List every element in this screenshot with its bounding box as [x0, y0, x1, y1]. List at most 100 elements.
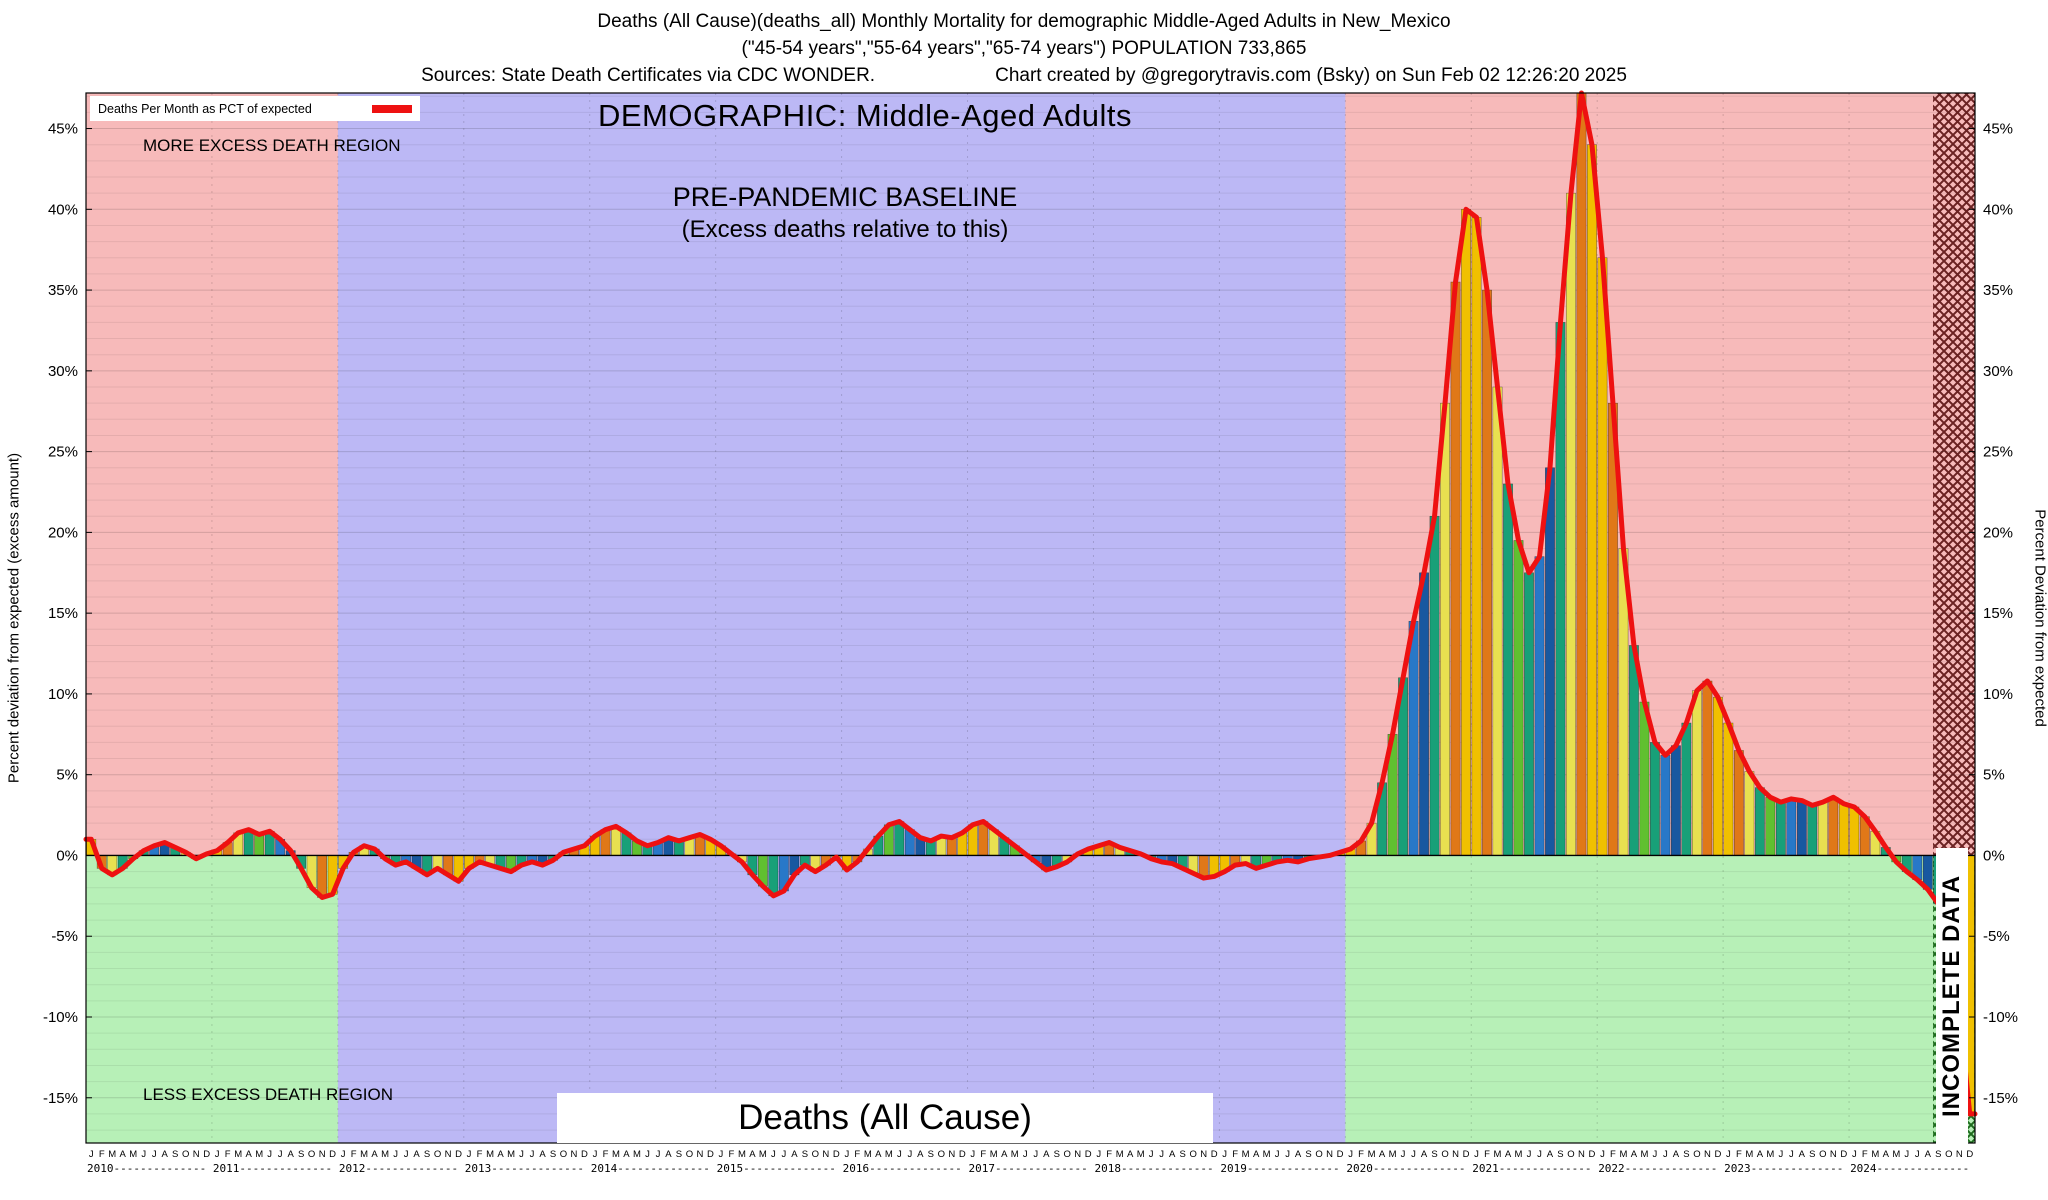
legend-line-swatch: [372, 104, 412, 113]
svg-text:M: M: [381, 1149, 389, 1160]
svg-text:S: S: [1683, 1149, 1689, 1160]
svg-text:M: M: [1745, 1149, 1753, 1160]
svg-text:J: J: [1778, 1149, 1783, 1160]
right-axis-title: Percent Deviation from expected: [2031, 509, 2048, 727]
svg-text:D: D: [707, 1149, 714, 1160]
svg-text:15%: 15%: [48, 605, 78, 622]
svg-text:J: J: [645, 1149, 650, 1160]
svg-text:N: N: [948, 1149, 955, 1160]
svg-text:D: D: [581, 1149, 588, 1160]
svg-text:M: M: [1640, 1149, 1648, 1160]
svg-text:J: J: [152, 1149, 157, 1160]
svg-text:F: F: [1232, 1149, 1238, 1160]
svg-text:30%: 30%: [1983, 363, 2013, 380]
svg-text:2019--------------: 2019--------------: [1220, 1162, 1339, 1175]
svg-text:O: O: [308, 1149, 315, 1160]
svg-text:M: M: [507, 1149, 515, 1160]
svg-text:J: J: [719, 1149, 724, 1160]
svg-text:A: A: [1043, 1149, 1050, 1160]
svg-text:O: O: [1945, 1149, 1952, 1160]
svg-text:2011--------------: 2011--------------: [213, 1162, 332, 1175]
svg-text:D: D: [1589, 1149, 1596, 1160]
svg-text:J: J: [215, 1149, 220, 1160]
svg-text:J: J: [467, 1149, 472, 1160]
svg-text:A: A: [917, 1149, 924, 1160]
svg-text:2020--------------: 2020--------------: [1346, 1162, 1465, 1175]
svg-text:5%: 5%: [1983, 767, 2005, 784]
svg-text:A: A: [162, 1149, 169, 1160]
svg-text:J: J: [1653, 1149, 1658, 1160]
svg-text:M: M: [1242, 1149, 1250, 1160]
svg-text:A: A: [1505, 1149, 1512, 1160]
svg-text:A: A: [245, 1149, 252, 1160]
svg-text:J: J: [530, 1149, 535, 1160]
svg-text:2021--------------: 2021--------------: [1472, 1162, 1591, 1175]
svg-text:F: F: [1862, 1149, 1868, 1160]
svg-text:S: S: [1179, 1149, 1185, 1160]
svg-text:J: J: [1411, 1149, 1416, 1160]
svg-text:M: M: [1892, 1149, 1900, 1160]
svg-text:S: S: [172, 1149, 178, 1160]
svg-text:A: A: [665, 1149, 672, 1160]
svg-text:M: M: [1619, 1149, 1627, 1160]
svg-text:A: A: [1127, 1149, 1134, 1160]
svg-text:M: M: [759, 1149, 767, 1160]
svg-text:2014--------------: 2014--------------: [591, 1162, 710, 1175]
svg-text:J: J: [1537, 1149, 1542, 1160]
svg-text:J: J: [1285, 1149, 1290, 1160]
svg-text:M: M: [360, 1149, 368, 1160]
svg-text:N: N: [1326, 1149, 1333, 1160]
svg-text:F: F: [1484, 1149, 1490, 1160]
svg-text:N: N: [445, 1149, 452, 1160]
svg-text:M: M: [1011, 1149, 1019, 1160]
svg-text:A: A: [1295, 1149, 1302, 1160]
svg-text:M: M: [129, 1149, 137, 1160]
svg-text:O: O: [560, 1149, 567, 1160]
svg-text:A: A: [1925, 1149, 1932, 1160]
chart-legend: Deaths Per Month as PCT of expected: [90, 96, 420, 121]
svg-text:N: N: [1578, 1149, 1585, 1160]
svg-text:S: S: [928, 1149, 934, 1160]
svg-text:O: O: [182, 1149, 189, 1160]
less-excess-label: LESS EXCESS DEATH REGION: [143, 1085, 394, 1104]
svg-text:A: A: [1883, 1149, 1890, 1160]
svg-text:J: J: [278, 1149, 283, 1160]
svg-text:J: J: [341, 1149, 346, 1160]
svg-text:J: J: [970, 1149, 975, 1160]
svg-text:F: F: [477, 1149, 483, 1160]
svg-text:M: M: [1494, 1149, 1502, 1160]
svg-text:5%: 5%: [56, 767, 78, 784]
svg-text:M: M: [885, 1149, 893, 1160]
svg-text:A: A: [287, 1149, 294, 1160]
svg-text:45%: 45%: [1983, 121, 2013, 138]
svg-text:-5%: -5%: [51, 928, 78, 945]
svg-text:N: N: [1704, 1149, 1711, 1160]
svg-text:F: F: [854, 1149, 860, 1160]
svg-text:S: S: [1557, 1149, 1563, 1160]
svg-text:S: S: [1809, 1149, 1815, 1160]
svg-text:M: M: [633, 1149, 641, 1160]
svg-text:N: N: [571, 1149, 578, 1160]
svg-text:J: J: [1033, 1149, 1038, 1160]
svg-text:A: A: [120, 1149, 127, 1160]
svg-text:0%: 0%: [56, 847, 78, 864]
svg-text:2013--------------: 2013--------------: [465, 1162, 584, 1175]
svg-text:J: J: [1222, 1149, 1227, 1160]
svg-text:A: A: [623, 1149, 630, 1160]
svg-text:A: A: [1631, 1149, 1638, 1160]
svg-text:S: S: [1431, 1149, 1437, 1160]
svg-text:M: M: [1137, 1149, 1145, 1160]
svg-text:J: J: [1915, 1149, 1920, 1160]
svg-text:J: J: [1789, 1149, 1794, 1160]
svg-text:40%: 40%: [1983, 201, 2013, 218]
svg-text:D: D: [959, 1149, 966, 1160]
svg-text:N: N: [319, 1149, 326, 1160]
svg-text:20%: 20%: [1983, 524, 2013, 541]
svg-text:M: M: [108, 1149, 116, 1160]
svg-text:20%: 20%: [48, 524, 78, 541]
svg-text:A: A: [791, 1149, 798, 1160]
svg-text:S: S: [1305, 1149, 1311, 1160]
svg-text:0%: 0%: [1983, 847, 2005, 864]
svg-text:10%: 10%: [48, 686, 78, 703]
